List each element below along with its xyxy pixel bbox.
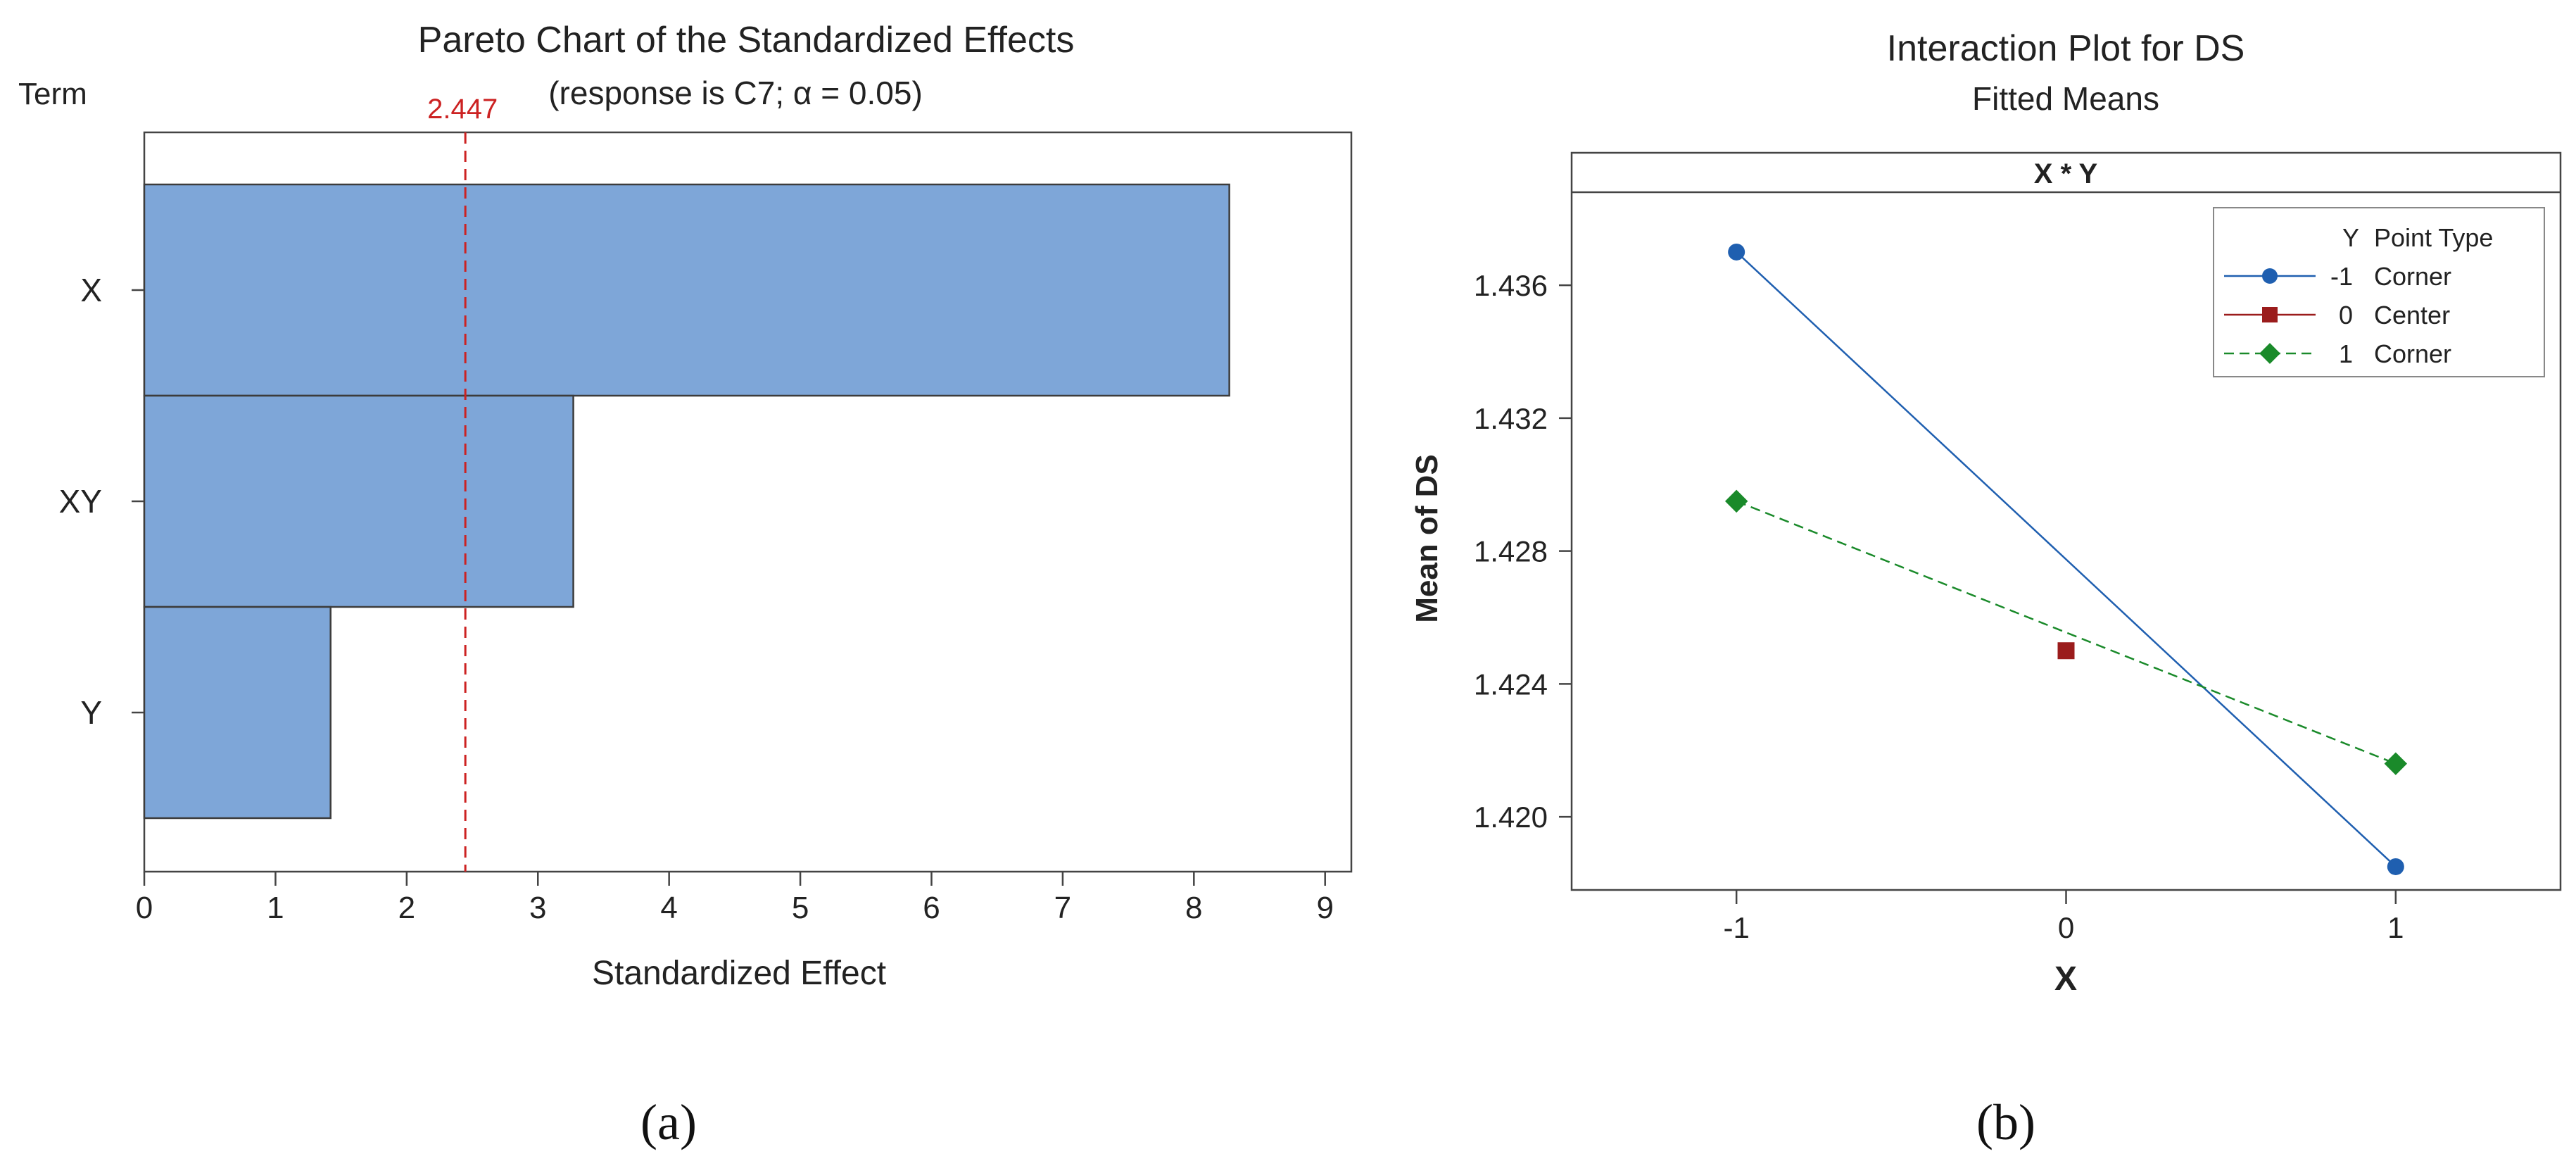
- interaction-y-axis-label: Mean of DS: [1410, 454, 1444, 623]
- pareto-title: Pareto Chart of the Standardized Effects: [418, 20, 1075, 61]
- pareto-x-tick-label: 7: [1054, 891, 1071, 925]
- interaction-series-points: [1724, 243, 2408, 875]
- pareto-bar-y: [143, 606, 332, 820]
- legend-y-value: -1: [2330, 262, 2353, 291]
- series-point-y-0: [2057, 642, 2075, 660]
- interaction-x-axis: -1 0 1: [1723, 890, 2404, 944]
- legend-marker-1: [2259, 343, 2280, 364]
- pareto-x-tick-label: 4: [660, 891, 677, 925]
- pareto-y-tick-label: Y: [80, 694, 102, 731]
- legend-rows: -1 Corner 0 Center 1 Corner: [2224, 262, 2451, 368]
- pareto-x-axis-label: Standardized Effect: [592, 955, 886, 992]
- interaction-y-tick-label: 1.432: [1474, 402, 1548, 435]
- interaction-x-tick-label: 0: [2058, 911, 2074, 944]
- legend-y-value: 0: [2339, 301, 2353, 330]
- pareto-x-tick-label: 3: [529, 891, 546, 925]
- legend-point-type: Corner: [2374, 339, 2451, 368]
- series-point-y--1: [1728, 243, 1745, 261]
- legend-point-type: Center: [2374, 301, 2450, 330]
- panel-label-b: (b): [1976, 1094, 2035, 1150]
- pareto-y-tick-label: X: [80, 272, 102, 308]
- pareto-chart: Pareto Chart of the Standardized Effects…: [18, 20, 1353, 1150]
- interaction-y-tick-label: 1.436: [1474, 269, 1548, 302]
- legend-y-value: 1: [2339, 339, 2353, 368]
- interaction-facet-label: X * Y: [2034, 158, 2098, 189]
- interaction-chart: Interaction Plot for DS Fitted Means X *…: [1410, 28, 2562, 1150]
- series-point-y-1: [2384, 752, 2408, 775]
- pareto-bar-x: [143, 183, 1230, 397]
- interaction-y-tick-label: 1.420: [1474, 801, 1548, 834]
- pareto-reference-label: 2.447: [427, 94, 498, 125]
- pareto-x-tick-label: 9: [1316, 891, 1333, 925]
- series-line-y-1: [1736, 500, 2397, 765]
- series-point-y-1: [1724, 489, 1748, 513]
- interaction-x-tick-label: -1: [1723, 911, 1749, 944]
- interaction-series-lines: [1736, 251, 2397, 867]
- pareto-reference: 2.447: [427, 94, 498, 872]
- legend-marker--1: [2262, 268, 2278, 284]
- interaction-legend: Y Point Type -1 Corner 0 Center 1 Corner: [2213, 207, 2545, 377]
- pareto-x-tick-label: 8: [1185, 891, 1202, 925]
- panel-label-a: (a): [640, 1094, 697, 1150]
- legend-point-type: Corner: [2374, 262, 2451, 291]
- interaction-y-tick-label: 1.428: [1474, 535, 1548, 568]
- legend-marker-0: [2262, 307, 2278, 322]
- interaction-y-tick-label: 1.424: [1474, 667, 1548, 701]
- pareto-x-tick-label: 5: [792, 891, 809, 925]
- interaction-x-tick-label: 1: [2387, 911, 2404, 944]
- interaction-y-axis: 1.420 1.424 1.428 1.432 1.436: [1474, 269, 1572, 834]
- interaction-title: Interaction Plot for DS: [1887, 28, 2245, 69]
- pareto-subtitle: (response is C7; α = 0.05): [548, 75, 923, 111]
- pareto-x-tick-label: 2: [398, 891, 415, 925]
- pareto-x-tick-label: 6: [923, 891, 940, 925]
- series-line-y--1: [1736, 251, 2397, 867]
- legend-header-y: Y: [2342, 223, 2359, 252]
- pareto-x-axis: 0 1 2 3 4 5 6 7 8 9: [136, 872, 1334, 925]
- pareto-bars: [143, 183, 1230, 820]
- pareto-x-tick-label: 1: [267, 891, 284, 925]
- pareto-x-tick-label: 0: [136, 891, 153, 925]
- interaction-x-axis-label: X: [2054, 960, 2077, 998]
- pareto-y-tick-label: XY: [59, 483, 102, 520]
- series-point-y--1: [2387, 858, 2404, 875]
- pareto-y-axis: X XY Y: [59, 272, 144, 731]
- pareto-term-label: Term: [18, 77, 87, 111]
- legend-header-point-type: Point Type: [2374, 223, 2493, 252]
- pareto-bar-xy: [143, 394, 574, 608]
- interaction-subtitle: Fitted Means: [1972, 80, 2159, 117]
